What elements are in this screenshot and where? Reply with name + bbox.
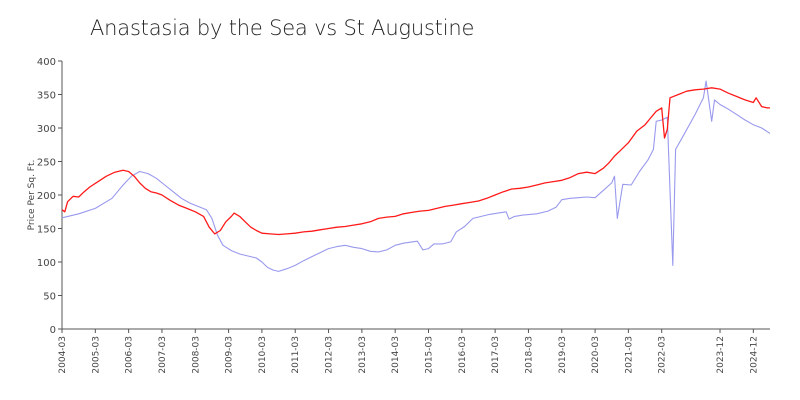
x-tick-label: 2004-03	[58, 336, 68, 374]
x-tick-label: 2014-03	[391, 336, 401, 374]
x-tick-group: 2004-03 2005-03 2006-03 2007-03 2008-03 2009-…	[58, 329, 759, 374]
x-tick-label: 2024-12	[749, 336, 759, 374]
x-tick-label: 2013-03	[358, 336, 368, 374]
x-tick-label: 2011-03	[291, 336, 301, 374]
x-tick-label: 2021-03	[624, 336, 634, 374]
y-tick-label: 200	[37, 191, 56, 202]
x-tick-label: 2009-03	[225, 336, 235, 374]
x-tick-label: 2016-03	[458, 336, 468, 374]
y-tick-label: 0	[50, 325, 56, 336]
x-tick-label: 2010-03	[258, 336, 268, 374]
chart-title: Anastasia by the Sea vs St Augustine	[90, 16, 475, 40]
y-axis-label: Price Per Sq. Ft.	[27, 160, 37, 231]
x-tick-label: 2007-03	[158, 336, 168, 374]
x-tick-label: 2017-03	[491, 336, 501, 374]
y-tick-label: 300	[37, 124, 56, 135]
series-group	[61, 80, 771, 272]
x-tick-label: 2005-03	[91, 336, 101, 374]
series-2-line	[61, 80, 771, 272]
y-tick-label: 150	[37, 225, 56, 236]
x-tick-label: 2020-03	[591, 336, 601, 374]
x-tick-label: 2008-03	[191, 336, 201, 374]
x-tick-label: 2023-12	[716, 336, 726, 374]
series-1-line	[61, 87, 770, 236]
y-tick-label: 50	[43, 292, 56, 303]
y-tick-label: 350	[37, 91, 56, 102]
y-tick-label: 100	[37, 258, 56, 269]
x-tick-label: 2006-03	[125, 336, 135, 374]
y-tick-label: 250	[37, 158, 56, 169]
x-tick-label: 2019-03	[558, 336, 568, 374]
x-tick-label: 2015-03	[424, 336, 434, 374]
x-tick-label: 2012-03	[325, 336, 335, 374]
y-tick-label: 400	[37, 57, 56, 68]
y-tick-group: 0 50 100 150 200 250 300 350 400	[37, 57, 62, 336]
x-tick-label: 2022-03	[658, 336, 668, 374]
x-tick-label: 2018-03	[524, 336, 534, 374]
